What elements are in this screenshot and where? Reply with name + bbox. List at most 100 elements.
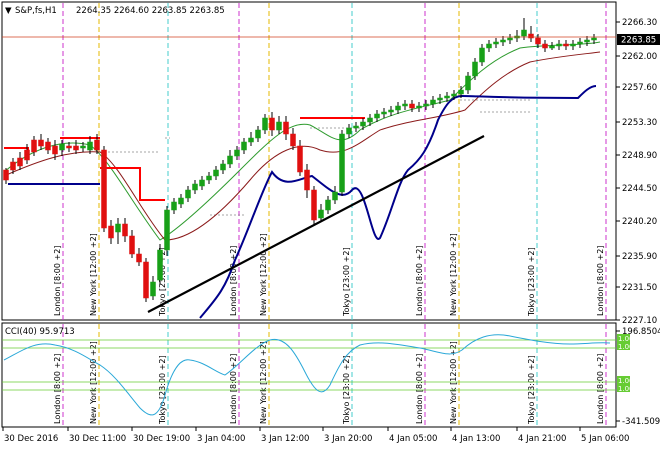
cci-level-badge-label: 1.00 — [618, 335, 634, 343]
cci-line — [3, 334, 611, 416]
session-label: Tokyo [23:00 +2] — [342, 247, 351, 317]
time-tick-label: 30 Dec 11:00 — [69, 434, 126, 444]
candle-body — [10, 161, 16, 171]
candle-body — [192, 183, 198, 191]
candle-body — [185, 189, 191, 199]
price-tick-label: 2227.10 — [622, 316, 657, 326]
candle-body — [507, 37, 513, 41]
cci-label: CCI(40) 95.9713 — [5, 327, 75, 337]
candle-body — [311, 189, 317, 221]
candle-body — [220, 163, 226, 171]
session-label-cci: New York [12:00 +2] — [89, 341, 98, 424]
candle-body — [87, 141, 93, 151]
candle-body — [38, 139, 44, 147]
cci-tick-label: 196.8504 — [622, 327, 660, 337]
candle-body — [136, 253, 142, 263]
candle-body — [346, 127, 352, 135]
candle-body — [395, 105, 401, 111]
session-label-cci: London [8:00 +2] — [596, 354, 605, 424]
time-tick-label: 30 Dec 19:00 — [133, 434, 190, 444]
candle-body — [535, 37, 541, 45]
trendline — [147, 135, 485, 313]
session-markers: London [8:00 +2] London [8:00 +2] New York… — [53, 3, 607, 427]
candle-body — [150, 281, 156, 297]
price-tick-label: 2231.50 — [622, 283, 657, 293]
candle-body — [388, 109, 394, 113]
candle-body — [479, 47, 485, 63]
candle-body — [213, 169, 219, 177]
cci-level-badge — [617, 342, 630, 350]
price-tick-label: 2235.90 — [622, 252, 657, 262]
candle-body — [143, 261, 149, 299]
channel-lines — [4, 85, 597, 319]
candle-body — [171, 201, 177, 211]
cci-level-badge-label: 1.00 — [618, 377, 634, 385]
candle-body — [367, 117, 373, 123]
slow-ma-line — [3, 51, 601, 241]
price-tick-label: 2244.50 — [622, 184, 657, 194]
cci-series — [2, 334, 616, 416]
time-axis: 30 Dec 2016 30 Dec 11:00 30 Dec 19:00 3 Jan… — [2, 427, 629, 444]
candle-body — [164, 209, 170, 251]
candle-body — [45, 141, 51, 151]
candle-body — [199, 179, 205, 187]
candle-body — [381, 111, 387, 115]
candle-body — [402, 103, 408, 107]
candle-body — [297, 145, 303, 173]
candle-body — [206, 175, 212, 181]
session-label: London [8:00 +2] — [415, 246, 424, 316]
candle-body — [101, 149, 107, 229]
candle-body — [570, 43, 576, 47]
candle-body — [500, 39, 506, 43]
candle-body — [486, 43, 492, 49]
channel-lower-line — [8, 85, 597, 319]
price-tick-label: 2257.60 — [622, 83, 657, 93]
channel-upper-line — [4, 117, 365, 201]
session-label: Tokyo [23:00 +2] — [158, 247, 167, 317]
candle-body — [80, 145, 86, 149]
candle-body — [59, 143, 65, 151]
cci-level-badge — [617, 376, 630, 384]
dropdown-arrow-icon[interactable]: ▼ — [5, 6, 12, 16]
candle-body — [577, 41, 583, 45]
session-label: New York [12:00 +2] — [89, 233, 98, 316]
price-tick-label: 2262.00 — [622, 52, 657, 62]
candle-body — [227, 155, 233, 165]
session-label-cci: New York [12:00 +2] — [259, 341, 268, 424]
price-tick-label: 2266.30 — [622, 18, 657, 28]
candle-body — [276, 121, 282, 131]
candle-body — [115, 223, 121, 233]
candle-body — [262, 117, 268, 131]
candle-body — [542, 43, 548, 49]
cci-axis: 196.8504-341.50941.001.001.001.00 — [616, 327, 660, 427]
price-tick-label: 2240.20 — [622, 217, 657, 227]
candle-body — [591, 37, 597, 41]
candle-body — [290, 133, 296, 147]
candle-body — [563, 43, 569, 47]
candle-body — [73, 145, 79, 151]
time-tick-label: 30 Dec 2016 — [4, 434, 58, 444]
time-tick-label: 3 Jan 04:00 — [197, 434, 245, 444]
session-label: London [8:00 +2] — [596, 246, 605, 316]
candle-body — [549, 45, 555, 49]
cci-level-badge — [617, 384, 630, 392]
session-label: London [8:00 +2] — [229, 246, 238, 316]
candle-body — [129, 235, 135, 255]
candle-body — [325, 199, 331, 211]
ohlc-values: 2264.35 2264.60 2263.85 2263.85 — [76, 6, 225, 16]
candle-body — [465, 75, 471, 91]
candle-body — [458, 89, 464, 95]
candle-body — [248, 137, 254, 143]
candle-body — [108, 225, 114, 239]
candle-body — [178, 197, 184, 205]
price-tick-label: 2248.90 — [622, 151, 657, 161]
candle-body — [493, 41, 499, 45]
current-price-label: 2263.85 — [621, 36, 656, 46]
session-label-cci: New York [12:00 +2] — [449, 341, 458, 424]
time-tick-label: 4 Jan 21:00 — [518, 434, 566, 444]
candle-body — [416, 105, 422, 109]
cci-level-badge-label: 1.00 — [618, 385, 634, 393]
support-trendline — [147, 135, 485, 313]
candle-body — [332, 191, 338, 201]
